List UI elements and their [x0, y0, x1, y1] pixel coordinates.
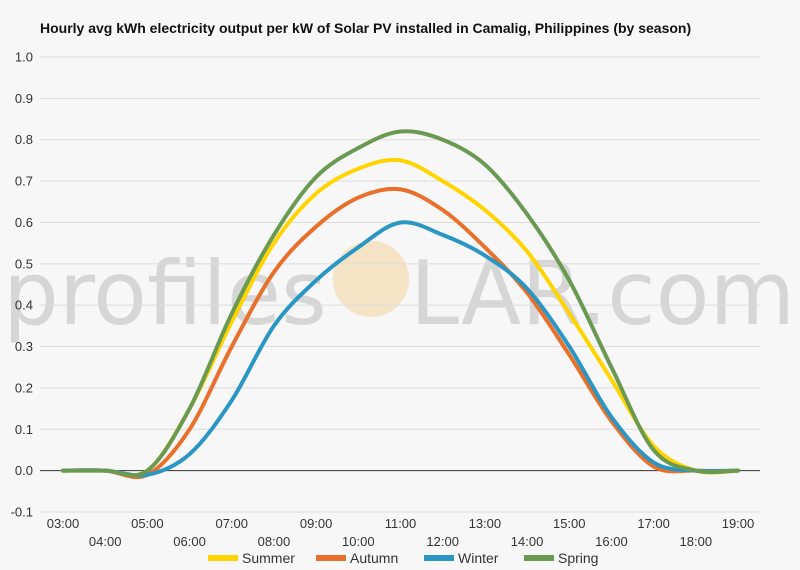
watermark-sun [333, 241, 409, 317]
x-tick-label: 13:00 [469, 516, 502, 531]
x-axis-ticks: 03:00 05:00 07:00 09:00 11:00 13:00 15:00 17:00… [47, 516, 755, 549]
series-line-spring [61, 129, 740, 478]
legend-label: Spring [558, 550, 598, 566]
legend-swatch [208, 555, 238, 561]
x-tick-label: 05:00 [131, 516, 164, 531]
series-lines [61, 129, 740, 480]
x-tick-label: 10:00 [342, 534, 375, 549]
x-tick-label: 11:00 [385, 516, 417, 531]
y-tick-label: 0.5 [15, 256, 33, 271]
series-line-winter [61, 220, 740, 478]
legend: Summer Autumn Winter Spring [208, 550, 598, 566]
legend-label: Autumn [350, 550, 398, 566]
x-tick-label: 16:00 [595, 534, 628, 549]
y-tick-label: 0.8 [15, 132, 33, 147]
watermark: profiles LAR.com [3, 241, 795, 345]
x-tick-label: 06:00 [173, 534, 206, 549]
x-tick-label: 19:00 [722, 516, 755, 531]
x-tick-label: 04:00 [89, 534, 122, 549]
series-line-autumn [61, 186, 740, 480]
watermark-text-right: LAR.com [410, 242, 795, 345]
x-tick-label: 18:00 [680, 534, 713, 549]
x-tick-label: 17:00 [637, 516, 670, 531]
legend-label: Summer [242, 550, 295, 566]
legend-item-autumn: Autumn [316, 550, 398, 566]
legend-swatch [524, 555, 554, 561]
x-tick-label: 03:00 [47, 516, 80, 531]
chart-title: Hourly avg kWh electricity output per kW… [40, 20, 691, 36]
y-tick-label: 0.4 [15, 298, 33, 313]
y-tick-label: 1.0 [15, 50, 33, 65]
y-tick-label: 0.6 [15, 215, 33, 230]
x-tick-label: 09:00 [300, 516, 333, 531]
x-tick-label: 07:00 [215, 516, 248, 531]
legend-label: Winter [458, 550, 499, 566]
watermark-text-left: profiles [3, 242, 327, 345]
y-tick-label: 0.9 [15, 91, 33, 106]
x-tick-label: 15:00 [553, 516, 586, 531]
x-tick-label: 14:00 [511, 534, 544, 549]
legend-swatch [424, 555, 454, 561]
x-tick-label: 12:00 [426, 534, 459, 549]
y-axis-ticks: -0.1 0.0 0.1 0.2 0.3 0.4 0.5 0.6 0.7 0.8 0.9 1.0 [11, 50, 33, 520]
y-tick-label: 0.1 [15, 422, 33, 437]
legend-item-spring: Spring [524, 550, 598, 566]
legend-swatch [316, 555, 346, 561]
y-tick-label: 0.2 [15, 380, 33, 395]
y-tick-label: 0.0 [15, 463, 33, 478]
y-tick-label: -0.1 [11, 505, 33, 520]
legend-item-winter: Winter [424, 550, 499, 566]
x-tick-label: 08:00 [258, 534, 291, 549]
legend-item-summer: Summer [208, 550, 295, 566]
y-tick-label: 0.7 [15, 174, 33, 189]
y-tick-label: 0.3 [15, 339, 33, 354]
